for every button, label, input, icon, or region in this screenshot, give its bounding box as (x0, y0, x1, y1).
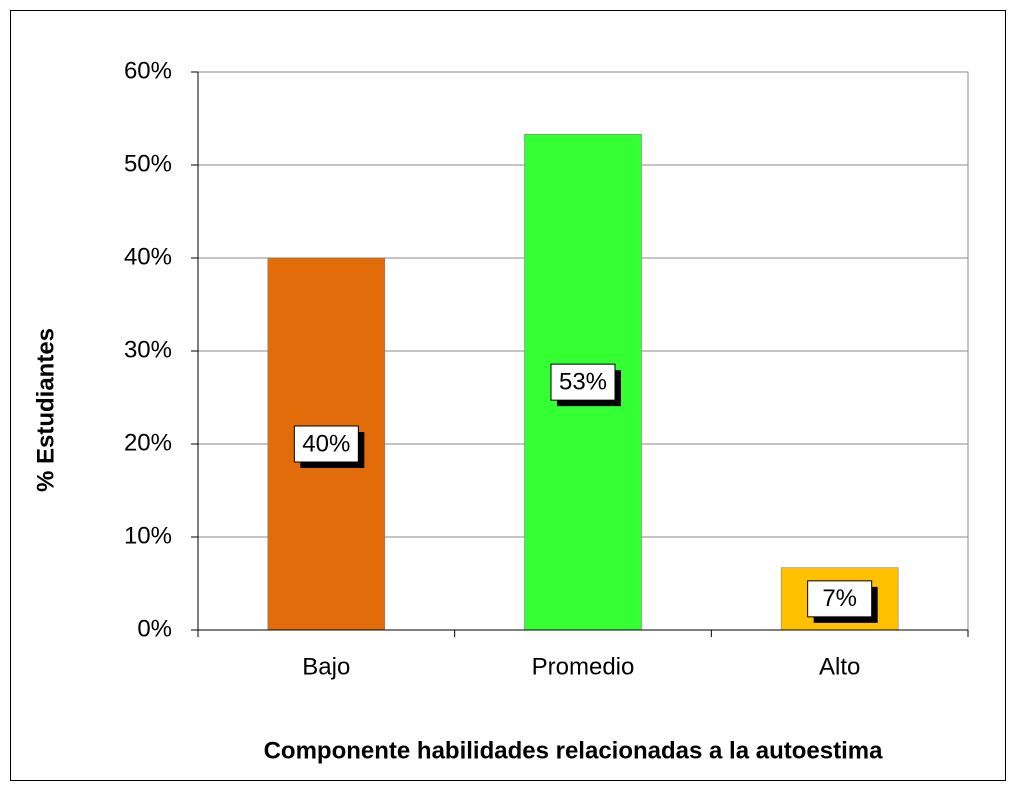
y-tick-label: 40% (124, 243, 172, 270)
x-tick-label: Bajo (302, 653, 350, 680)
y-axis-title: % Estudiantes (32, 328, 59, 492)
y-tick-label: 60% (124, 57, 172, 84)
data-label: 53% (559, 368, 607, 395)
y-tick-label: 20% (124, 429, 172, 456)
y-tick-label: 10% (124, 522, 172, 549)
y-tick-label: 30% (124, 336, 172, 363)
data-label: 40% (302, 430, 350, 457)
x-tick-label: Promedio (532, 653, 635, 680)
data-label: 7% (822, 585, 857, 612)
chart-border (10, 10, 1006, 781)
data-label-box (293, 425, 359, 463)
data-label-box (807, 580, 873, 618)
data-label-box (550, 363, 616, 401)
x-tick-label: Alto (819, 653, 860, 680)
x-axis-title: Componente habilidades relacionadas a la… (264, 737, 883, 764)
y-tick-label: 50% (124, 150, 172, 177)
y-tick-label: 0% (137, 615, 172, 642)
